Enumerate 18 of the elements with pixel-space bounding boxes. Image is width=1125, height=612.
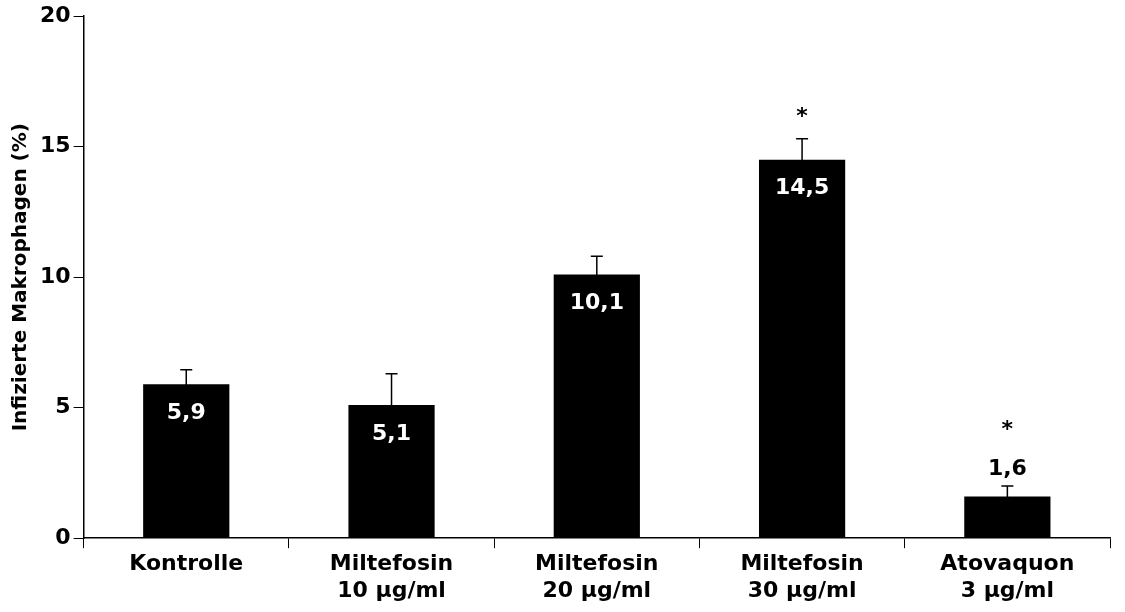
data-label: 5,9 [166, 398, 206, 424]
y-tick-label: 0 [55, 523, 71, 549]
y-tick-label: 15 [39, 132, 71, 158]
annotation: * [1001, 415, 1014, 441]
data-label: 5,1 [372, 419, 412, 445]
data-label: 10,1 [569, 289, 624, 315]
x-tick-label: Miltefosin 30 µg/ml [740, 550, 864, 602]
y-axis-title: Infizierte Makrophagen (%) [7, 123, 32, 432]
annotation: * [796, 102, 809, 128]
data-label: 14,5 [774, 174, 830, 200]
x-tick-label: Miltefosin 20 µg/ml [535, 550, 659, 602]
y-tick-label: 5 [55, 393, 71, 419]
data-label: 1,6 [987, 454, 1027, 480]
y-tick-label: 10 [39, 262, 71, 288]
x-tick-label: Miltefosin 10 µg/ml [329, 550, 454, 602]
x-tick-label: Kontrolle [129, 550, 244, 576]
x-tick-label: Atovaquon 3 µg/ml [940, 550, 1075, 602]
y-tick-label: 20 [39, 1, 71, 27]
